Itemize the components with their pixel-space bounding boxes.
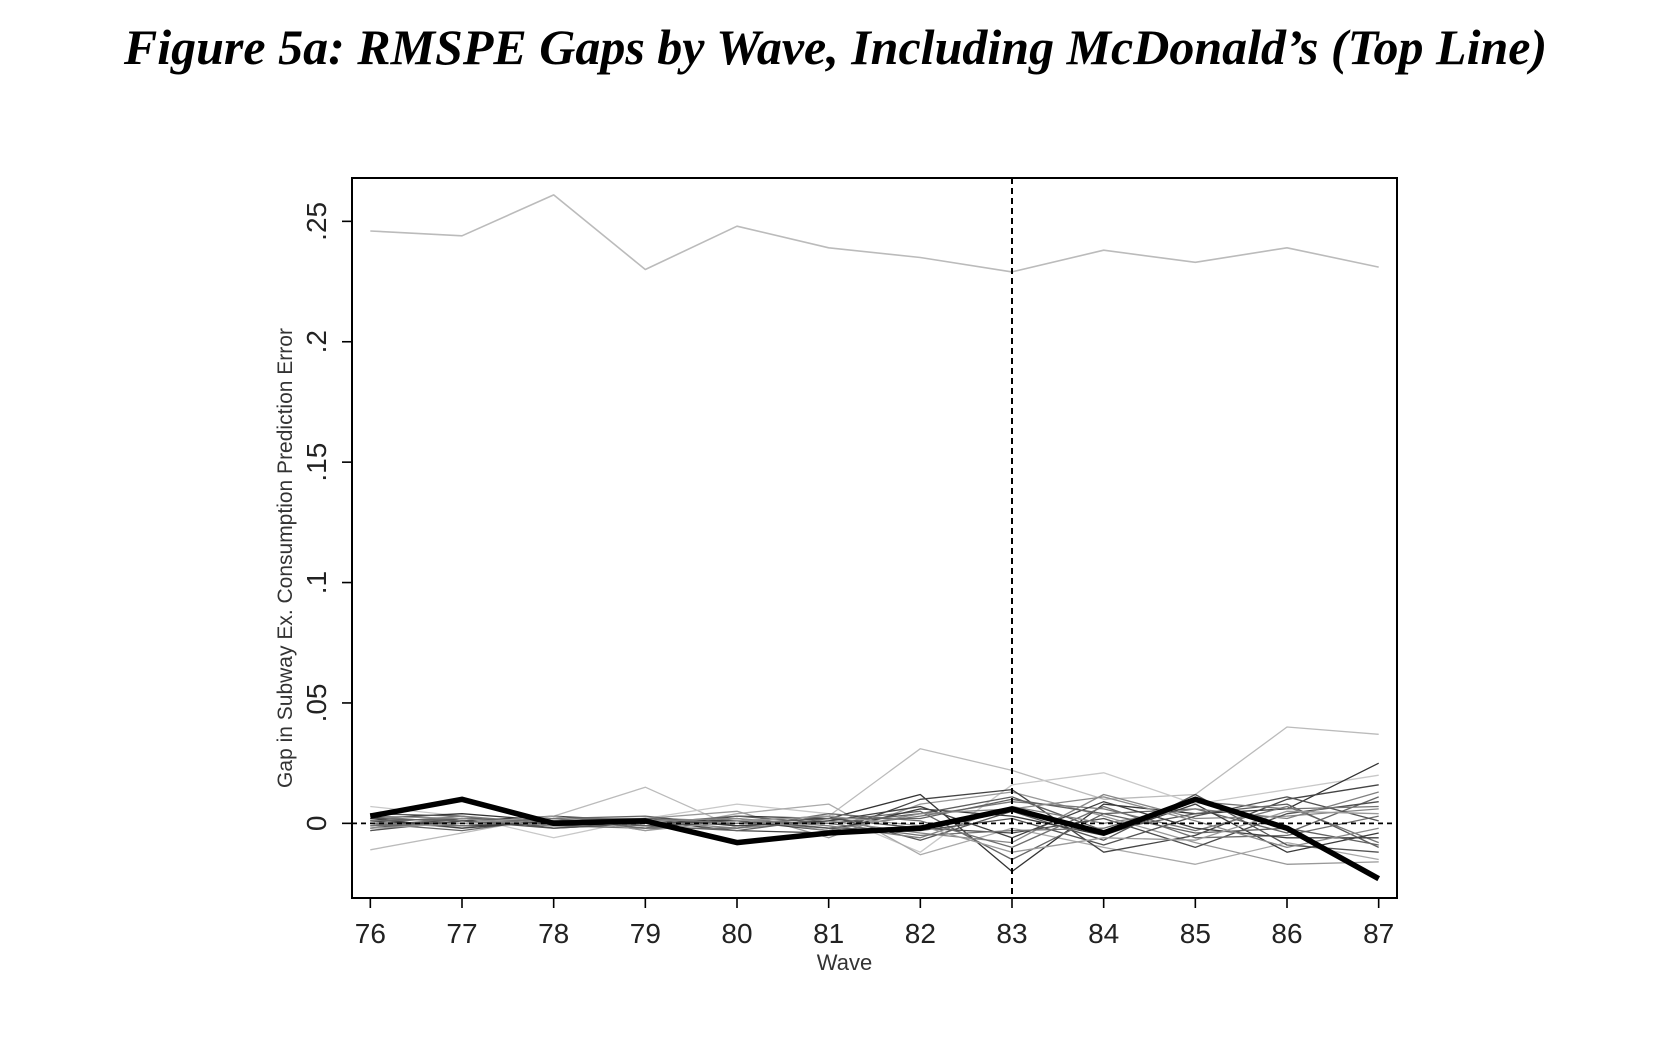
x-tick-label: 81 (813, 918, 844, 949)
placebo-series-line-21 (370, 796, 1379, 849)
axes-group: 76 77 78 79 80 81 82 83 84 85 86 87 0 .05 .1 .15 .2 .25 (301, 202, 1394, 949)
x-tick-label: 80 (721, 918, 752, 949)
x-tick-label: 79 (630, 918, 661, 949)
highlight-series-line (369, 796, 1381, 882)
x-tick-label: 76 (355, 918, 386, 949)
x-tick-label: 84 (1088, 918, 1119, 949)
x-tick-label: 82 (905, 918, 936, 949)
y-tick-label: 0 (301, 816, 332, 832)
y-tick-label: .1 (301, 571, 332, 594)
x-tick-label: 87 (1363, 918, 1394, 949)
x-tick-label: 86 (1271, 918, 1302, 949)
x-axis-label: Wave (817, 950, 872, 975)
y-tick-label: .2 (301, 330, 332, 353)
x-tick-label: 83 (996, 918, 1027, 949)
y-tick-label: .05 (301, 683, 332, 722)
x-tick-label: 78 (538, 918, 569, 949)
plot-frame (351, 177, 1398, 899)
y-tick-label: .25 (301, 202, 332, 241)
figure-title: Figure 5a: RMSPE Gaps by Wave, Including… (123, 19, 1548, 75)
x-tick-label: 85 (1180, 918, 1211, 949)
x-tick-label: 77 (446, 918, 477, 949)
series-lines-group (369, 194, 1381, 882)
y-axis-label: Gap in Subway Ex. Consumption Prediction… (274, 328, 297, 788)
top-series-line (370, 194, 1379, 273)
y-tick-label: .15 (301, 443, 332, 482)
